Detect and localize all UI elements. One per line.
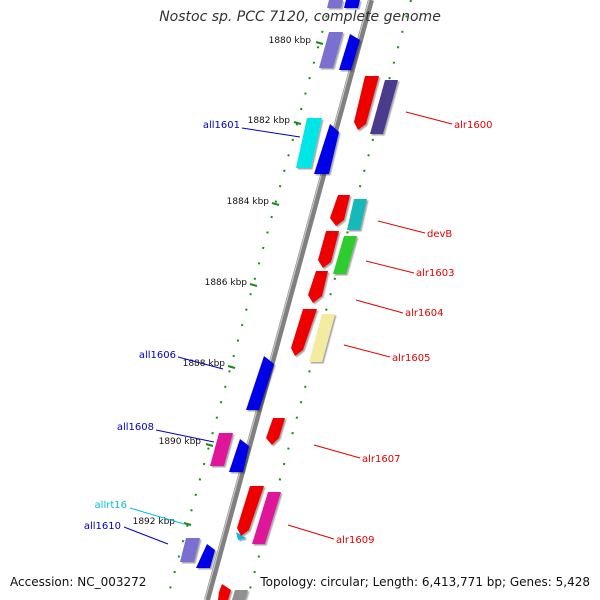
gene-label-alr1603[interactable]: alr1603	[416, 268, 454, 279]
leader-lines	[123, 111, 453, 545]
kbp-label-1882: 1882 kbp	[248, 116, 291, 126]
gene-label-alr1605[interactable]: alr1605	[392, 353, 430, 364]
gene-all1601-block[interactable]	[296, 118, 322, 168]
gene-alr1609-block[interactable]	[252, 492, 281, 544]
gene-alr1603-block[interactable]	[333, 236, 357, 274]
gene-block[interactable]	[218, 584, 231, 600]
gene-alr1600-block[interactable]	[354, 76, 379, 130]
gene-block[interactable]	[339, 34, 360, 70]
gene-alr1603-block[interactable]	[318, 231, 339, 268]
gene-devB-block[interactable]	[347, 199, 367, 230]
kbp-label-1880: 1880 kbp	[269, 36, 312, 46]
gene-alr1607-block[interactable]	[266, 418, 285, 445]
gene-alr1604-block[interactable]	[308, 271, 328, 303]
kbp-label-1886: 1886 kbp	[205, 278, 248, 288]
accession-text: Accession: NC_003272	[10, 575, 147, 589]
gene-label-alr1600[interactable]: alr1600	[454, 120, 492, 131]
gene-alr1600-block[interactable]	[370, 80, 398, 134]
genome-backbone	[204, 0, 374, 600]
gene-label-all1610[interactable]: all1610	[84, 521, 121, 532]
gene-block[interactable]	[327, 0, 343, 8]
gene-label-alr1609[interactable]: alr1609	[336, 535, 374, 546]
gene-label-all1601[interactable]: all1601	[203, 120, 240, 131]
kbp-label-1884: 1884 kbp	[227, 197, 270, 207]
gene-block[interactable]	[232, 590, 248, 600]
gene-blocks	[180, 0, 398, 600]
kbp-label-1890: 1890 kbp	[159, 437, 202, 447]
kbp-label-1892: 1892 kbp	[133, 517, 176, 527]
gene-label-all1608[interactable]: all1608	[117, 422, 154, 433]
gene-alr1609-block[interactable]	[237, 486, 264, 536]
gene-alr1605-block[interactable]	[291, 309, 317, 356]
gene-label-alr1604[interactable]: alr1604	[405, 308, 443, 319]
gene-label-devB[interactable]: devB	[427, 229, 452, 240]
gene-all1601-block[interactable]	[314, 124, 339, 174]
gene-block[interactable]	[344, 0, 360, 8]
gene-all1608-block[interactable]	[210, 433, 233, 466]
gene-label-alr1607[interactable]: alr1607	[362, 454, 400, 465]
gene-label-allrt16[interactable]: allrt16	[95, 500, 127, 511]
gene-all1610-block[interactable]	[196, 544, 215, 568]
gene-alr1605-block[interactable]	[309, 314, 335, 362]
gene-all1610-block[interactable]	[180, 538, 200, 562]
gene-devB-block[interactable]	[330, 195, 350, 226]
kbp-ticks	[183, 41, 324, 526]
gene-block[interactable]	[319, 32, 343, 68]
gene-all1608-block[interactable]	[229, 439, 249, 472]
gene-all1606-block[interactable]	[246, 356, 274, 410]
gene-label-all1606[interactable]: all1606	[139, 350, 176, 361]
map-title: Nostoc sp. PCC 7120, complete genome	[159, 9, 441, 25]
genome-summary-text: Topology: circular; Length: 6,413,771 bp…	[260, 575, 590, 589]
